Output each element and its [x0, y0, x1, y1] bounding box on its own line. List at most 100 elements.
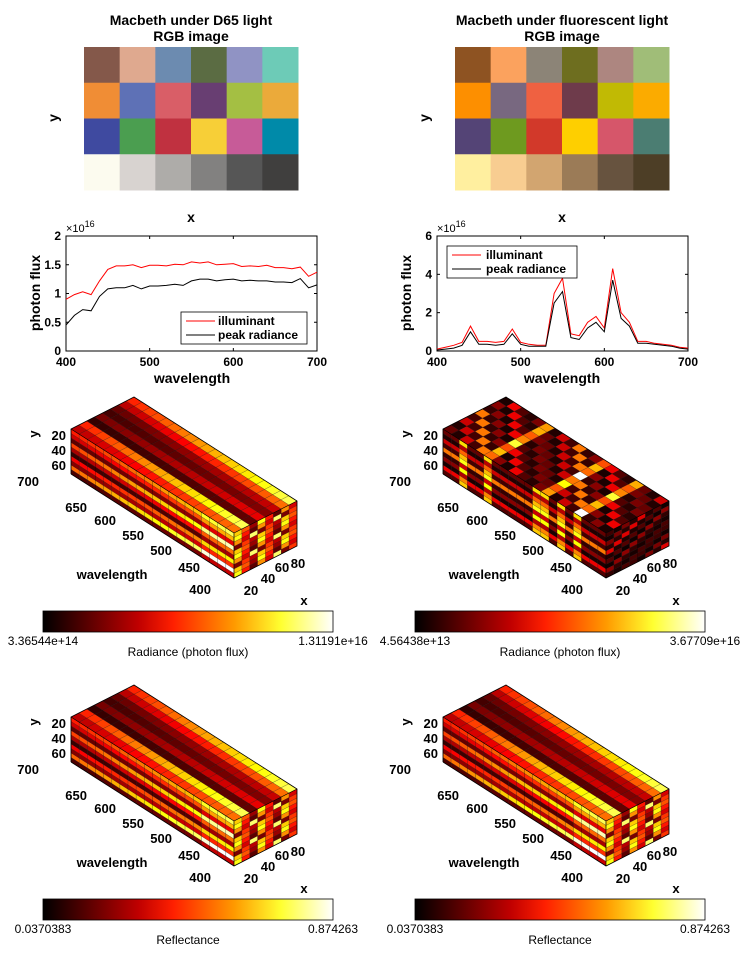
color-patch	[155, 82, 192, 119]
x-tick-label: 400	[427, 355, 447, 369]
colorbar-title: Reflectance	[528, 933, 592, 947]
color-patch	[191, 118, 228, 155]
x-tick-label: 80	[663, 556, 677, 571]
color-patch	[490, 47, 527, 84]
color-patch	[226, 47, 263, 84]
z-tick-label: 400	[561, 582, 583, 597]
color-patch	[262, 118, 299, 155]
colorbar-min-label: 4.56438e+13	[380, 634, 451, 648]
color-patch	[597, 47, 634, 84]
y-tick-label: 6	[425, 229, 432, 243]
x-tick-label: 20	[616, 871, 630, 886]
x-tick-label: 60	[647, 560, 661, 575]
y-tick-label: 20	[52, 716, 66, 731]
color-patch	[262, 47, 299, 84]
color-patch	[490, 118, 527, 155]
z-tick-label: 600	[94, 801, 116, 816]
cube-edges	[70, 428, 298, 578]
z-tick-label: 600	[94, 513, 116, 528]
color-patch	[597, 82, 634, 119]
legend-box	[180, 311, 308, 345]
colorbar	[42, 898, 334, 921]
rgb-d65-ylabel: y	[45, 114, 61, 122]
color-patch	[633, 118, 670, 155]
y-tick-label: 2	[425, 306, 432, 320]
spectrum-d65-plot: 400 500 600 700 0 0.5 1 1.5 2	[44, 229, 327, 369]
color-patch	[562, 47, 599, 84]
z-tick-label: 550	[122, 528, 144, 543]
colorbar-max-label: 3.67709e+16	[670, 634, 740, 648]
cube-radiance-d65: 204060y700650600550500450400wavelength20…	[8, 396, 368, 659]
x-tick-label: 40	[633, 571, 647, 586]
colorbar-min-label: 0.0370383	[387, 922, 444, 936]
colorbar-title: Reflectance	[156, 933, 220, 947]
colorbar	[414, 610, 706, 633]
cube-edges	[442, 428, 670, 578]
rgb-fl-title: Macbeth under fluorescent light	[456, 12, 669, 28]
color-patch	[597, 154, 634, 191]
z-tick-label: 450	[550, 848, 572, 863]
y-tick-label: 20	[424, 716, 438, 731]
x-tick-label: 700	[678, 355, 698, 369]
z-tick-label: 500	[522, 831, 544, 846]
y-tick-label: 20	[52, 428, 66, 443]
colorbar-min-label: 0.0370383	[15, 922, 72, 936]
y-tick-label: 60	[52, 458, 66, 473]
z-tick-label: 500	[522, 543, 544, 558]
x-tick-label: 500	[140, 355, 160, 369]
series-line-peak-radiance	[65, 277, 318, 326]
colorbar	[42, 610, 334, 633]
spectrum-fl-ylabel: photon flux	[398, 255, 414, 331]
y-tick-label: 0	[425, 344, 432, 358]
cube-radiance-fluorescent: 204060y700650600550500450400wavelength20…	[380, 396, 740, 659]
spectrum-d65-ylabel: photon flux	[27, 255, 43, 331]
color-patch	[84, 47, 121, 84]
color-patch	[597, 118, 634, 155]
x-tick-label: 80	[663, 844, 677, 859]
x-tick-label: 500	[511, 355, 531, 369]
z-tick-label: 400	[189, 870, 211, 885]
z-tick-label: 700	[389, 474, 411, 489]
z-tick-label: 650	[437, 788, 459, 803]
z-tick-label: 500	[150, 543, 172, 558]
rgb-fl-xlabel: x	[558, 209, 566, 225]
z-axis-label: wavelength	[448, 567, 520, 582]
y-tick-label: 1	[54, 287, 61, 301]
color-patch	[226, 82, 263, 119]
y-tick-label: 60	[52, 746, 66, 761]
legend-label-illuminant: illuminant	[218, 314, 275, 328]
color-patch	[562, 82, 599, 119]
z-axis-label: wavelength	[76, 855, 148, 870]
color-patch	[262, 154, 299, 191]
z-tick-label: 400	[561, 870, 583, 885]
y-tick-label: 60	[424, 458, 438, 473]
y-tick-label: 2	[54, 229, 61, 243]
color-patch	[262, 82, 299, 119]
cube-edges	[442, 716, 670, 866]
color-patch	[84, 82, 121, 119]
z-axis-label: wavelength	[76, 567, 148, 582]
legend-label-peak-radiance: peak radiance	[218, 328, 298, 342]
rgb-fl-subtitle: RGB image	[524, 28, 600, 44]
z-axis-label: wavelength	[448, 855, 520, 870]
z-tick-label: 700	[389, 762, 411, 777]
x-axis-label: x	[300, 881, 308, 896]
series-line-illuminant	[65, 261, 318, 300]
color-patch	[562, 118, 599, 155]
y-tick-label: 40	[424, 443, 438, 458]
x-axis-label: x	[300, 593, 308, 608]
colorbar-max-label: 0.874263	[680, 922, 730, 936]
y-tick-label: 40	[52, 443, 66, 458]
y-tick-label: 40	[52, 731, 66, 746]
z-tick-label: 450	[178, 560, 200, 575]
color-patch	[119, 118, 156, 155]
cube-edges	[70, 716, 298, 866]
colorbar	[414, 898, 706, 921]
color-patch	[633, 154, 670, 191]
color-patch	[455, 47, 492, 84]
color-patch	[119, 154, 156, 191]
color-patch	[226, 118, 263, 155]
panel-rgb-d65: Macbeth under D65 light RGB image y x	[45, 12, 299, 225]
x-tick-label: 80	[291, 844, 305, 859]
